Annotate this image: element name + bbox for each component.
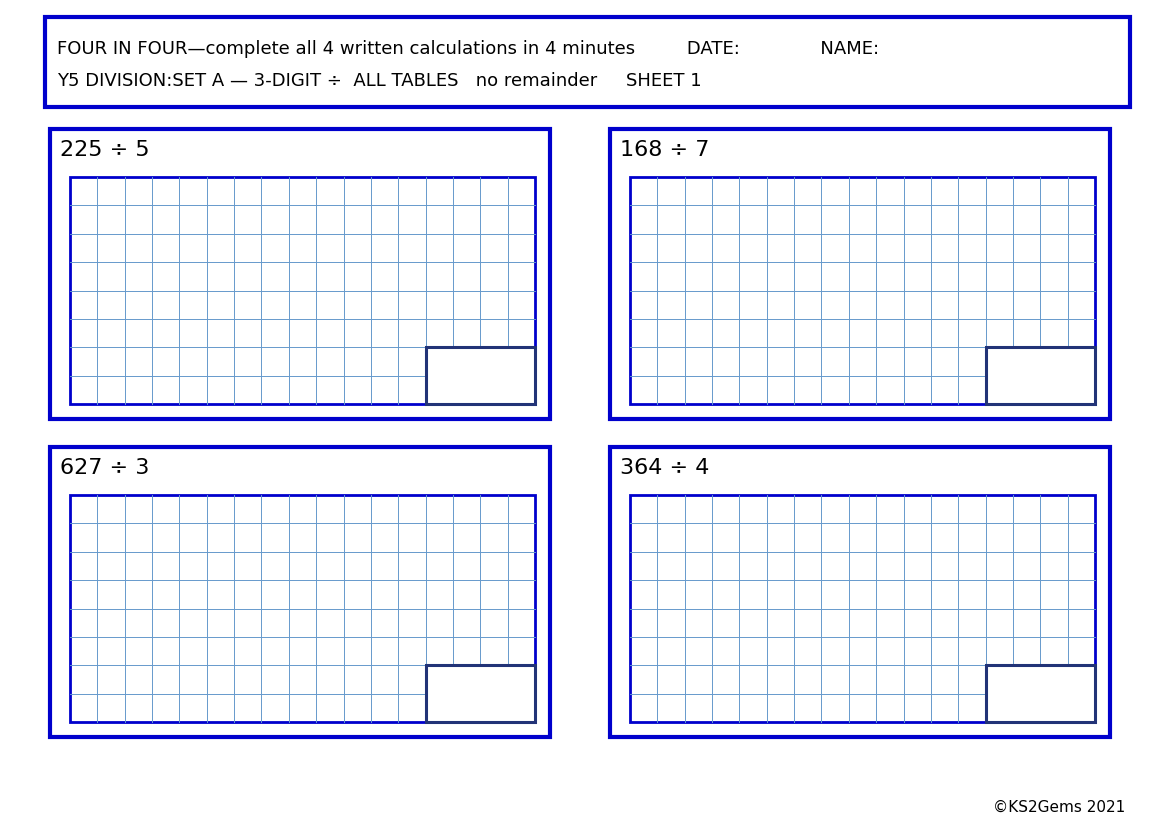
Bar	[70, 495, 535, 722]
Bar	[50, 130, 550, 419]
Bar	[70, 178, 535, 404]
Bar	[610, 447, 1110, 737]
Bar	[50, 447, 550, 737]
Text: 364 ÷ 4: 364 ÷ 4	[620, 457, 709, 477]
Bar	[44, 18, 1130, 108]
Text: 168 ÷ 7: 168 ÷ 7	[620, 140, 709, 160]
Text: ©KS2Gems 2021: ©KS2Gems 2021	[993, 799, 1126, 814]
Text: 627 ÷ 3: 627 ÷ 3	[60, 457, 150, 477]
Text: 225 ÷ 5: 225 ÷ 5	[60, 140, 150, 160]
Text: Y5 DIVISION:SET A — 3-DIGIT ÷  ALL TABLES   no remainder     SHEET 1: Y5 DIVISION:SET A — 3-DIGIT ÷ ALL TABLES…	[57, 72, 702, 90]
Bar	[629, 495, 1095, 722]
Bar	[985, 666, 1095, 722]
Bar	[426, 348, 535, 404]
Bar	[610, 130, 1110, 419]
Bar	[426, 666, 535, 722]
Bar	[985, 348, 1095, 404]
Bar	[629, 178, 1095, 404]
Text: FOUR IN FOUR—complete all 4 written calculations in 4 minutes         DATE:     : FOUR IN FOUR—complete all 4 written calc…	[57, 40, 879, 58]
